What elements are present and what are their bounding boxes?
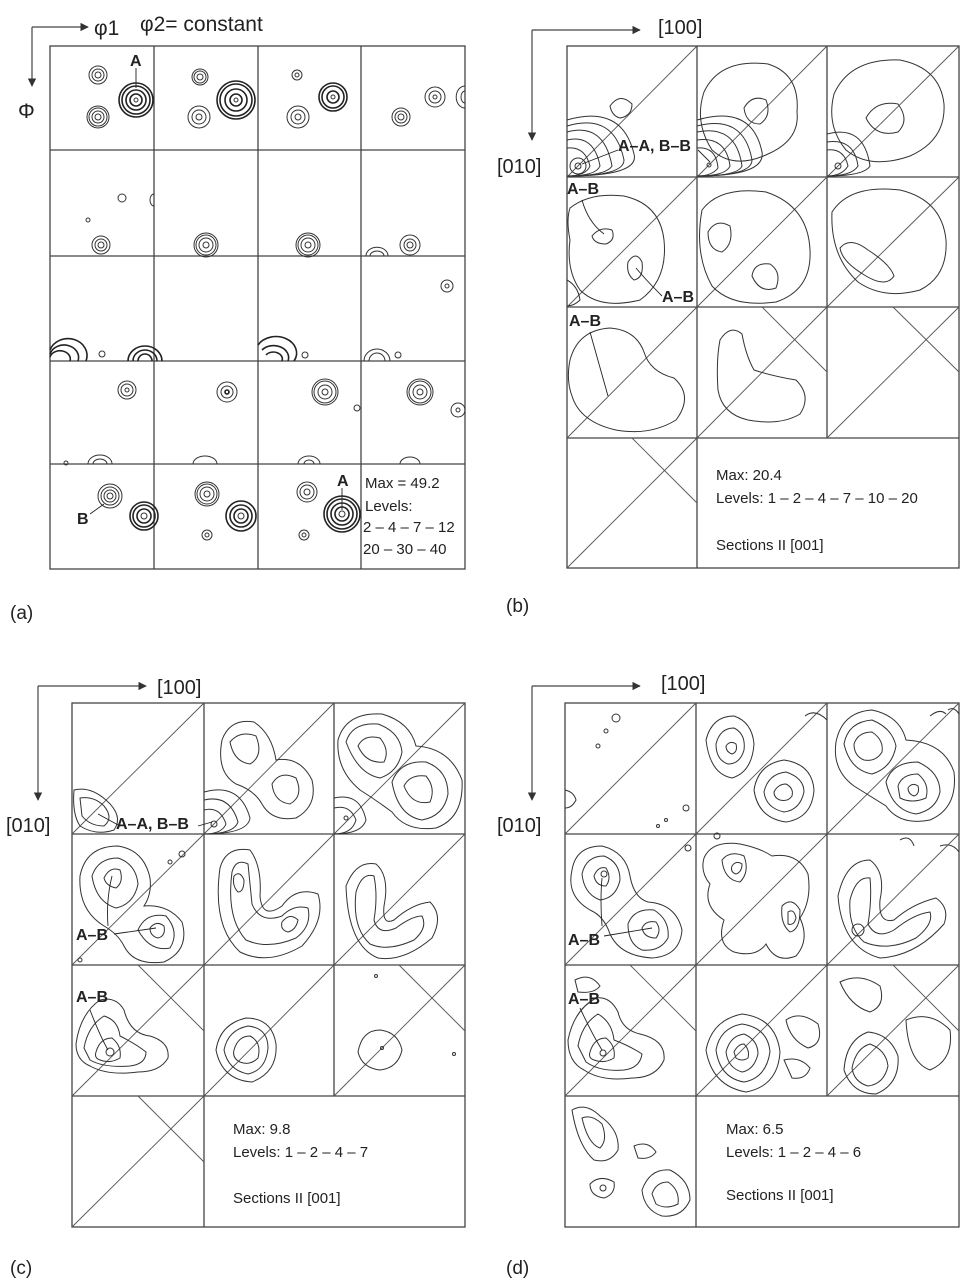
contour-peak [191,68,209,86]
panel-letter-c: (c) [10,1258,32,1279]
levels-line-2: 20 – 30 – 40 [363,541,446,558]
contour-peak [91,235,111,255]
contour-peak [291,69,303,81]
panel-b-contours [566,59,947,433]
panel-a-contours [49,65,466,541]
panel-d-contours [564,708,960,1217]
contour-peak [86,105,110,129]
panel-c: [100] [010] [6,677,466,1279]
contour-peak [187,105,211,129]
label-AA-BB: A–A, B–B [618,138,691,155]
contour-peak [406,378,434,406]
label-AB-2: A–B [568,991,600,1008]
contour-peak [88,65,108,85]
panel-d-axes [527,681,641,801]
panel-c-diagonals [71,702,466,1228]
levels-title: Levels: [365,498,413,515]
panel-c-contours [73,713,463,1083]
label-AB-1: A–B [568,932,600,949]
axis-100-label: [100] [658,17,702,39]
contour-peak [216,80,256,120]
levels-line-1: 2 – 4 – 7 – 12 [363,519,455,536]
contour-peak [201,529,213,541]
contour-peak [117,380,137,400]
contour-peak [194,481,220,507]
panel-letter-b: (b) [506,596,529,617]
contour-peak [298,529,310,541]
max-value: Max: 6.5 [726,1121,784,1138]
axis-010-label: [010] [6,815,50,837]
label-AB-2: A–B [76,989,108,1006]
phi2-constant-label: φ2= constant [140,13,263,36]
contour-peak [296,481,318,503]
max-value: Max: 20.4 [716,467,782,484]
max-value: Max: 9.8 [233,1121,291,1138]
levels: Levels: 1 – 2 – 4 – 7 [233,1144,368,1161]
label-AB-1: A–B [567,181,599,198]
axis-100-label: [100] [661,673,705,695]
panel-a-leaders [89,68,343,515]
contour-peak [295,232,321,258]
levels: Levels: 1 – 2 – 4 – 6 [726,1144,861,1161]
label-AB-1: A–B [76,927,108,944]
contour-peak [318,82,348,112]
axis-010-label: [010] [497,156,541,178]
contour-peak [129,501,159,531]
panel-b: [100] [010] [497,17,960,617]
panel-a: φ1 φ2= constant Φ [10,13,466,624]
panel-d-leaders [579,877,653,1051]
label-AB-3: A–B [569,313,601,330]
panel-d: [100] [010] [497,673,960,1279]
panel-b-axes [527,25,641,141]
panel-b-leaders [581,149,711,397]
contour-peak [424,86,446,108]
label-B: B [77,511,89,528]
max-value: Max = 49.2 [365,475,440,492]
Phi-axis-label: Φ [18,100,35,123]
panel-letter-a: (a) [10,603,33,624]
contour-peak [286,105,310,129]
panel-d-diagonals [564,702,960,1097]
phi1-axis-label: φ1 [94,17,119,40]
axis-100-label: [100] [157,677,201,699]
panel-a-grid [49,45,466,570]
label-A-top: A [130,53,142,70]
contour-peak [450,402,466,418]
label-AB-2: A–B [662,289,694,306]
contour-peak-A [118,82,154,118]
axis-010-label: [010] [497,815,541,837]
sections-label: Sections II [001] [233,1190,341,1207]
panel-a-axes [27,22,89,87]
sections-label: Sections II [001] [716,537,824,554]
label-A-bottom: A [337,473,349,490]
panel-c-leaders [89,813,213,1051]
contour-peak [193,232,219,258]
contour-peak [399,234,421,256]
label-AA-BB: A–A, B–B [116,816,189,833]
sections-label: Sections II [001] [726,1187,834,1204]
panel-b-diagonals [566,45,960,569]
contour-peak [216,381,238,403]
contour-peak-B [97,483,123,509]
contour-peak [391,107,411,127]
levels: Levels: 1 – 2 – 4 – 7 – 10 – 20 [716,490,918,507]
panel-c-axes [33,681,147,801]
contour-peak [440,279,454,293]
contour-peak [225,500,257,532]
panel-letter-d: (d) [506,1258,529,1279]
contour-peak [311,378,339,406]
